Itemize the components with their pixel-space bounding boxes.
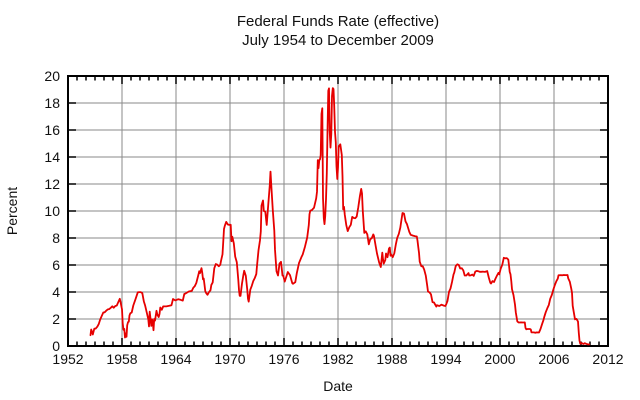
chart-subtitle: July 1954 to December 2009 — [242, 32, 434, 49]
y-tick-label: 2 — [52, 311, 60, 327]
y-tick-label: 20 — [44, 68, 60, 84]
x-tick-label: 2000 — [484, 351, 515, 367]
y-tick-label: 4 — [52, 284, 60, 300]
y-tick-label: 0 — [52, 338, 60, 354]
data-line-fed-funds-rate — [89, 87, 591, 346]
x-tick-label: 1970 — [214, 351, 245, 367]
y-tick-label: 10 — [44, 203, 60, 219]
x-tick-label: 1976 — [268, 351, 299, 367]
x-tick-label: 1964 — [160, 351, 191, 367]
x-tick-label: 2012 — [592, 351, 623, 367]
x-tick-label: 1952 — [52, 351, 83, 367]
x-tick-label: 1958 — [106, 351, 137, 367]
x-tick-label: 1994 — [430, 351, 461, 367]
x-axis-tick-labels: 1952 1958 1964 1970 1976 1982 1988 1994 2000 2006… — [52, 351, 623, 367]
y-axis-label: Percent — [4, 187, 20, 235]
y-tick-label: 16 — [44, 122, 60, 138]
plot-frame — [67, 75, 609, 347]
x-axis-label: Date — [323, 378, 353, 394]
y-tick-label: 8 — [52, 230, 60, 246]
x-tick-label: 1982 — [322, 351, 353, 367]
x-tick-label: 2006 — [538, 351, 569, 367]
y-tick-label: 12 — [44, 176, 60, 192]
x-tick-label: 1988 — [376, 351, 407, 367]
y-axis-tick-labels: 0 2 4 6 8 10 12 14 16 18 20 — [44, 68, 60, 354]
gridlines — [68, 76, 608, 346]
y-tick-label: 14 — [44, 149, 60, 165]
chart-title: Federal Funds Rate (effective) — [237, 13, 439, 30]
y-tick-label: 6 — [52, 257, 60, 273]
y-tick-label: 18 — [44, 95, 60, 111]
